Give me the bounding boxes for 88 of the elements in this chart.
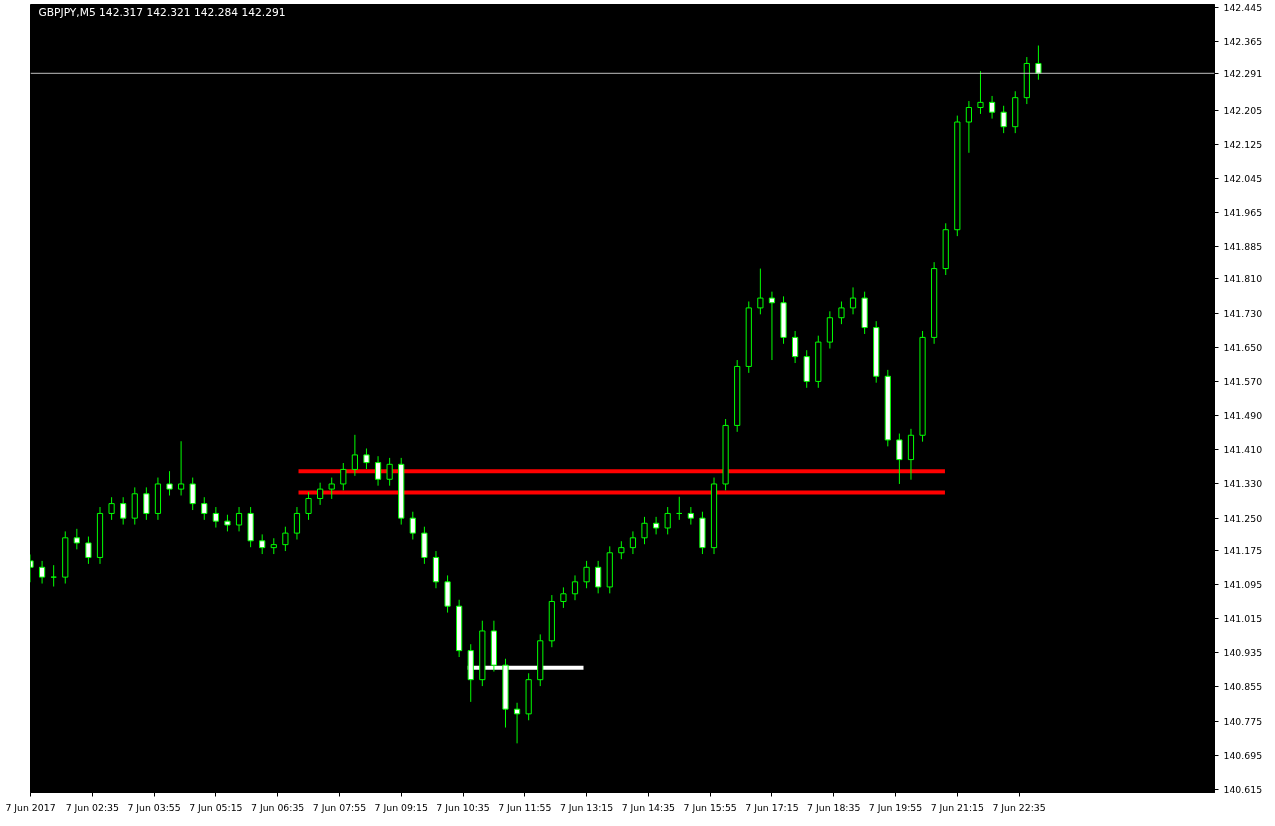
candlestick	[664, 506, 671, 535]
y-tick-label: 142.445	[1223, 1, 1263, 13]
x-tick-label: 7 Jun 13:15	[559, 801, 614, 813]
candlestick	[166, 470, 173, 496]
candlestick	[351, 434, 358, 477]
candlestick	[235, 506, 243, 532]
candlestick	[792, 330, 799, 364]
y-tick-label: 141.490	[1223, 410, 1263, 422]
candlestick	[282, 526, 289, 552]
y-tick-label: 141.650	[1223, 341, 1263, 353]
x-tick-label: 7 Jun 06:35	[250, 801, 305, 813]
candlestick	[38, 560, 46, 585]
chart-title: GBPJPY,M5 142.317 142.321 142.284 142.291	[38, 5, 286, 19]
candlestick	[768, 291, 776, 361]
candlestick	[317, 482, 324, 506]
y-tick-label: 141.730	[1223, 307, 1263, 319]
candlestick	[73, 528, 80, 550]
candlestick	[1000, 105, 1007, 134]
y-tick-label: 141.330	[1223, 478, 1263, 490]
y-tick-label: 141.965	[1223, 207, 1263, 219]
y-tick-label: 141.095	[1223, 578, 1263, 590]
y-tick-label: 141.250	[1223, 512, 1263, 524]
candlestick	[641, 516, 648, 545]
y-tick-label: 141.885	[1223, 241, 1263, 253]
candlestick	[50, 564, 57, 588]
candlestick	[965, 100, 972, 154]
x-tick-label: 7 Jun 05:15	[189, 801, 243, 813]
x-tick-label: 7 Jun 17:15	[745, 801, 799, 813]
x-tick-label: 7 Jun 07:55	[312, 801, 367, 813]
y-tick-label: 140.935	[1223, 647, 1263, 659]
candlestick	[583, 560, 590, 589]
candlestick	[849, 286, 857, 315]
candlestick	[757, 268, 764, 315]
x-tick-label: 7 Jun 11:55	[498, 801, 552, 813]
candlestick	[305, 491, 312, 521]
x-tick-label: 7 Jun 2017	[5, 801, 56, 813]
y-tick-label: 141.410	[1223, 444, 1263, 456]
y-tick-label: 141.570	[1223, 375, 1263, 387]
x-tick-label: 7 Jun 09:15	[374, 801, 428, 813]
y-tick-label: 142.205	[1223, 104, 1263, 116]
candlestick	[896, 433, 903, 485]
y-tick-label: 141.175	[1223, 544, 1263, 556]
candlestick	[409, 511, 416, 541]
candlestick	[189, 477, 196, 511]
candlestick	[340, 462, 347, 491]
y-tick-label: 142.365	[1223, 36, 1263, 48]
y-tick-label: 141.810	[1223, 273, 1263, 285]
x-tick-label: 7 Jun 14:35	[621, 801, 676, 813]
x-tick-label: 7 Jun 18:35	[807, 801, 861, 813]
x-tick-label: 7 Jun 10:35	[436, 801, 490, 813]
candlestick	[977, 70, 984, 115]
y-tick-label: 142.045	[1223, 172, 1263, 184]
candlestick	[259, 533, 266, 555]
candlestick	[629, 530, 637, 555]
candlestick	[293, 506, 301, 541]
x-tick-label: 7 Jun 02:35	[65, 801, 120, 813]
candlestick	[838, 301, 845, 325]
x-tick-label: 7 Jun 03:55	[127, 801, 181, 813]
candlestick	[652, 516, 660, 535]
candlestick	[374, 455, 382, 487]
ref-line-label: 142.291	[1223, 67, 1263, 79]
y-tick-label: 140.695	[1223, 749, 1263, 761]
y-tick-label: 142.125	[1223, 138, 1263, 150]
candlestick	[1035, 45, 1042, 81]
x-tick-label: 7 Jun 15:55	[683, 801, 737, 813]
candlestick	[85, 536, 92, 565]
candlestick	[120, 496, 127, 526]
candlestick	[513, 702, 521, 744]
candlestick	[571, 574, 579, 601]
y-tick-label: 140.775	[1223, 715, 1263, 727]
candlestick	[386, 457, 393, 487]
y-tick-label: 140.855	[1223, 681, 1263, 693]
candlestick	[363, 448, 370, 470]
candlestick	[108, 496, 115, 521]
x-tick-label: 7 Jun 19:55	[868, 801, 923, 813]
x-tick-label: 7 Jun 21:15	[930, 801, 985, 813]
candlestick	[143, 486, 150, 521]
candlestick	[560, 586, 567, 609]
candlestick	[328, 477, 335, 500]
y-tick-label: 141.015	[1223, 613, 1263, 625]
candlestick	[212, 506, 219, 529]
candlestick	[988, 95, 996, 120]
candlestick	[178, 440, 185, 496]
candlestick	[201, 496, 208, 521]
x-tick-label: 7 Jun 22:35	[992, 801, 1046, 813]
y-tick-label: 140.615	[1223, 784, 1263, 796]
candlestick	[687, 506, 694, 526]
candlestick	[595, 560, 602, 594]
